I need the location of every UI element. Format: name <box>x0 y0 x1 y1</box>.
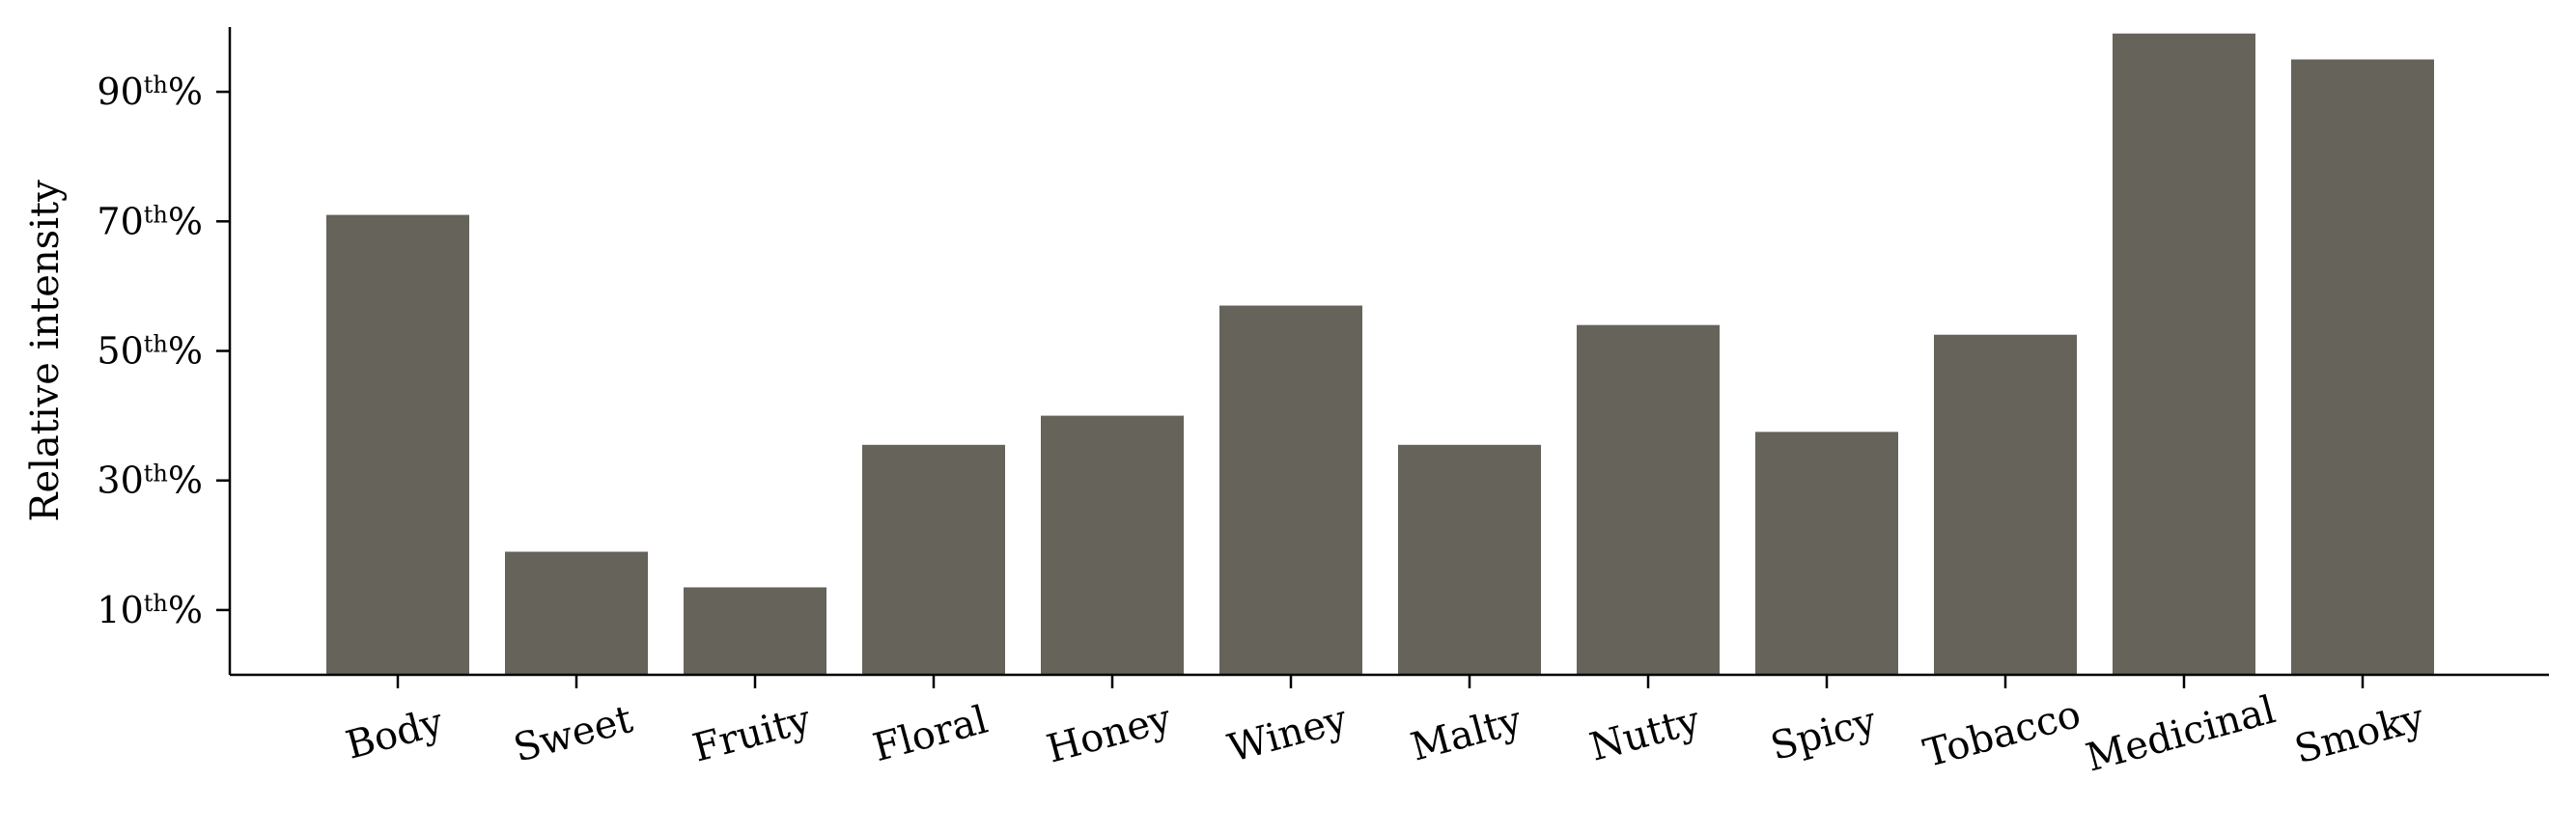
y-tick-percent: % <box>168 330 203 373</box>
y-axis-title: Relative intensity <box>23 180 68 522</box>
x-tick-label: Malty <box>1407 698 1527 770</box>
x-tick-label: Sweet <box>509 697 637 771</box>
bar-winey <box>1219 305 1362 675</box>
y-tick-label: 50th% <box>97 330 203 373</box>
y-tick-ordinal: th <box>144 590 168 617</box>
x-tick-label: Nutty <box>1585 698 1705 769</box>
x-tick-label: Medicinal <box>2082 687 2281 780</box>
bar-body <box>326 214 469 675</box>
y-tick-percent: % <box>168 200 203 242</box>
y-tick-number: 70 <box>97 200 143 242</box>
y-axis-ticks: 10th%30th%50th%70th%90th% <box>97 70 230 631</box>
y-tick-number: 30 <box>97 460 143 502</box>
x-tick-label: Winey <box>1223 697 1352 771</box>
x-tick-label: Tobacco <box>1919 692 2086 776</box>
bar-smoky <box>2291 59 2434 676</box>
bar-medicinal <box>2113 33 2255 675</box>
y-tick-ordinal: th <box>144 71 168 98</box>
x-tick-label: Smoky <box>2290 695 2429 772</box>
x-tick-label: Spicy <box>1766 699 1881 769</box>
y-tick-ordinal: th <box>144 460 168 488</box>
bar-malty <box>1398 444 1541 675</box>
y-tick-number: 90 <box>97 70 143 113</box>
bar-nutty <box>1577 324 1720 675</box>
y-tick-label: 30th% <box>97 460 203 502</box>
bar-honey <box>1041 415 1184 675</box>
bar-fruity <box>684 587 826 675</box>
bars-layer <box>326 33 2434 676</box>
y-tick-ordinal: th <box>144 201 168 228</box>
y-tick-label: 70th% <box>97 200 203 242</box>
x-axis-ticks: Body Sweet Fruity Floral Honey Winey Malty Nutt… <box>342 675 2429 781</box>
y-tick-label: 90th% <box>97 70 203 113</box>
bar-sweet <box>505 551 648 675</box>
x-tick-label: Fruity <box>688 697 816 771</box>
y-tick-ordinal: th <box>144 331 168 358</box>
x-tick-label: Honey <box>1042 696 1176 771</box>
x-tick-label: Body <box>342 700 449 768</box>
bar-floral <box>862 444 1005 675</box>
bar-tobacco <box>1934 334 2077 675</box>
y-tick-percent: % <box>168 70 203 113</box>
x-tick-label: Floral <box>869 698 993 771</box>
y-tick-number: 10 <box>97 589 143 631</box>
y-tick-percent: % <box>168 589 203 631</box>
y-tick-label: 10th% <box>97 589 203 631</box>
bar-spicy <box>1755 432 1898 675</box>
y-tick-percent: % <box>168 460 203 502</box>
y-tick-number: 50 <box>97 330 143 373</box>
